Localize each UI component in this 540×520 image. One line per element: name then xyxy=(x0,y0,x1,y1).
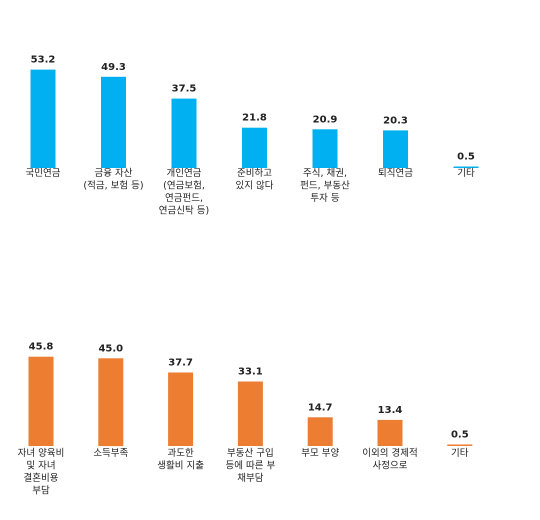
bar-1-5 xyxy=(312,129,338,168)
category-label: 국민연금 xyxy=(26,168,61,179)
bar-1-2 xyxy=(101,76,126,168)
bar-1-4 xyxy=(242,127,267,168)
data-label: 14.7 xyxy=(308,402,333,413)
chart-1: 53.2 국민연금 49.3 금융 자산 (적금, 보험 등) 37.5 개인연금 (연금보험… xyxy=(26,55,479,217)
category-label: 기타 xyxy=(457,168,475,179)
category-label: 준비하고 있지 않다 xyxy=(236,167,274,192)
category-label: 부동산 구입 등에 따른 부 채부담 xyxy=(226,447,276,484)
data-label: 20.9 xyxy=(313,114,338,125)
category-label: 퇴직연금 xyxy=(378,168,413,179)
data-label: 13.4 xyxy=(378,405,403,416)
data-label: 37.7 xyxy=(168,358,193,369)
bar-1-6 xyxy=(383,130,408,168)
bar-2-3 xyxy=(168,372,194,446)
bar-1-7 xyxy=(453,166,479,168)
category-label: 과도한 생활비 지출 xyxy=(157,448,204,472)
category-label: 주식, 채권, 펀드, 부동산 투자 등 xyxy=(300,167,350,204)
category-label: 이외의 경제적 사정으로 xyxy=(362,447,417,472)
bar-2-1 xyxy=(28,356,54,446)
bar-2-4 xyxy=(237,381,263,446)
bar-2-7 xyxy=(447,444,473,446)
category-label: 부모 부양 xyxy=(301,448,339,459)
data-label: 33.1 xyxy=(238,367,263,378)
data-label: 37.5 xyxy=(172,84,197,95)
bar-2-6 xyxy=(377,419,403,446)
bar-2-2 xyxy=(98,358,124,447)
category-label: 금융 자산 (적금, 보험 등) xyxy=(83,168,143,192)
data-label: 21.8 xyxy=(242,113,267,124)
data-label: 45.0 xyxy=(98,343,123,354)
category-label: 자녀 양육비 및 자녀 결혼비용 부담 xyxy=(18,448,65,497)
data-label: 49.3 xyxy=(101,62,126,73)
category-label: 개인연금 (연금보험, 연금펀드, 연금신탁 등) xyxy=(159,168,209,217)
bar-1-3 xyxy=(171,98,197,168)
category-label: 기타 xyxy=(451,448,469,459)
data-label: 0.5 xyxy=(457,152,475,163)
data-label: 0.5 xyxy=(451,430,469,441)
data-label: 20.3 xyxy=(383,115,408,126)
data-label: 45.8 xyxy=(29,342,54,353)
bar-1-1 xyxy=(30,69,56,168)
chart-2: 45.8 자녀 양육비 및 자녀 결혼비용 부담 45.0 소득부족 37.7 과도한 생활비 지… xyxy=(18,342,473,497)
bar-2-5 xyxy=(307,417,333,446)
data-label: 53.2 xyxy=(31,55,56,66)
category-label: 소득부족 xyxy=(93,448,128,459)
